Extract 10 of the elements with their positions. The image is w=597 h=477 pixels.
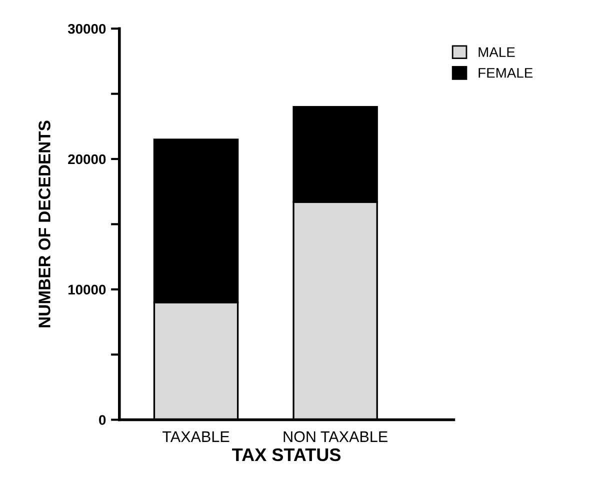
x-tick-label: NON TAXABLE bbox=[284, 431, 388, 442]
x-axis-title: TAX STATUS bbox=[232, 448, 341, 462]
legend-label: MALE bbox=[478, 47, 515, 57]
legend-label: FEMALE bbox=[478, 68, 533, 78]
y-tick-label: 30000 bbox=[68, 24, 106, 34]
y-tick-label: 10000 bbox=[68, 284, 106, 295]
y-tick-label: 20000 bbox=[68, 154, 106, 164]
y-tick-label: 0 bbox=[99, 415, 106, 425]
y-axis-title: NUMBER OF DECEDENTS bbox=[38, 120, 50, 328]
x-tick-label: TAXABLE bbox=[162, 431, 230, 442]
